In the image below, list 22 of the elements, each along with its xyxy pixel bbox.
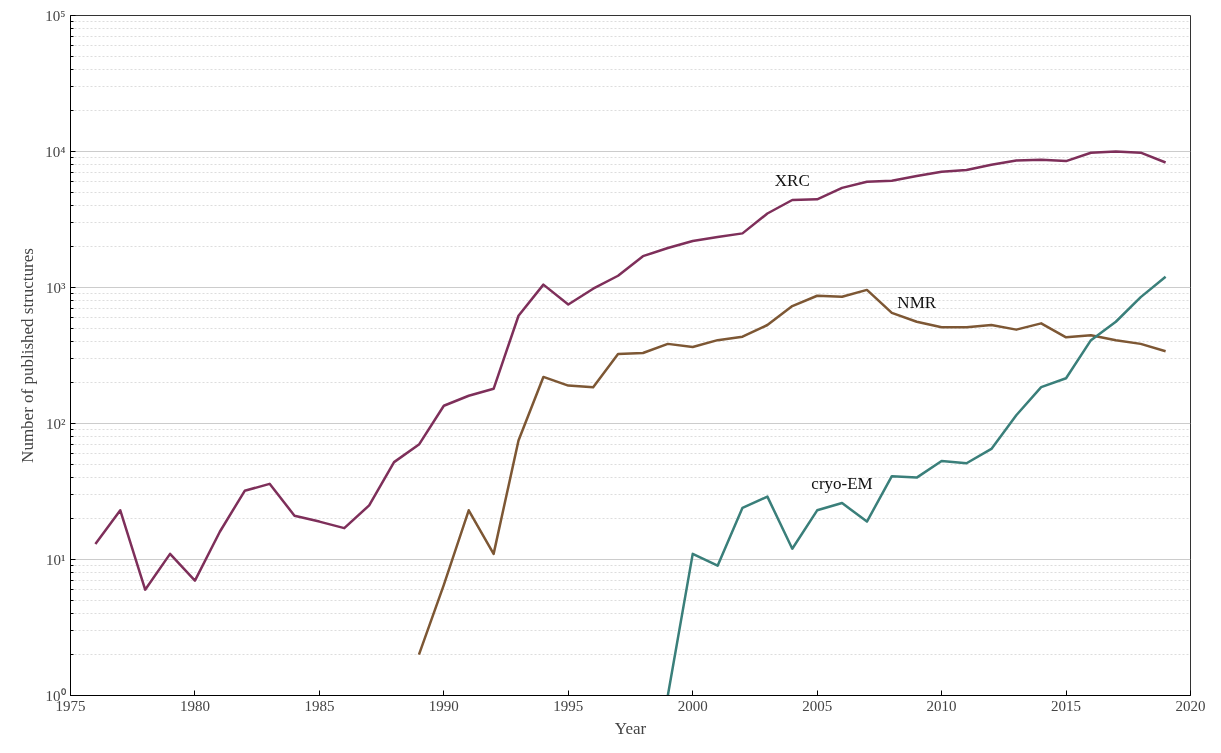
y-tick-label: 10⁵ [45, 7, 66, 24]
x-tick-label: 2005 [802, 697, 833, 714]
line-series [666, 275, 1167, 696]
x-tick-label: 1995 [553, 697, 584, 714]
series-label: NMR [897, 292, 937, 312]
x-tick-label: 2015 [1051, 697, 1082, 714]
x-tick-label: 1990 [428, 697, 459, 714]
y-tick-label: 10³ [46, 279, 66, 296]
x-tick-label: 2020 [1175, 697, 1206, 714]
line-series [417, 288, 1167, 656]
x-axis-title: Year [614, 718, 647, 738]
series-label: XRC [774, 170, 810, 190]
series-label: cryo-EM [811, 474, 873, 494]
y-tick-label: 10² [46, 415, 66, 432]
y-tick-label: 10¹ [46, 551, 66, 568]
x-tick-label: 2000 [677, 697, 708, 714]
x-tick-label: 1980 [179, 697, 210, 714]
y-tick-label: 10⁴ [45, 143, 66, 160]
y-axis-title: Number of published structures [18, 248, 38, 463]
x-tick-label: 2010 [926, 697, 957, 714]
line-series [94, 150, 1167, 591]
x-tick-label: 1985 [304, 697, 335, 714]
